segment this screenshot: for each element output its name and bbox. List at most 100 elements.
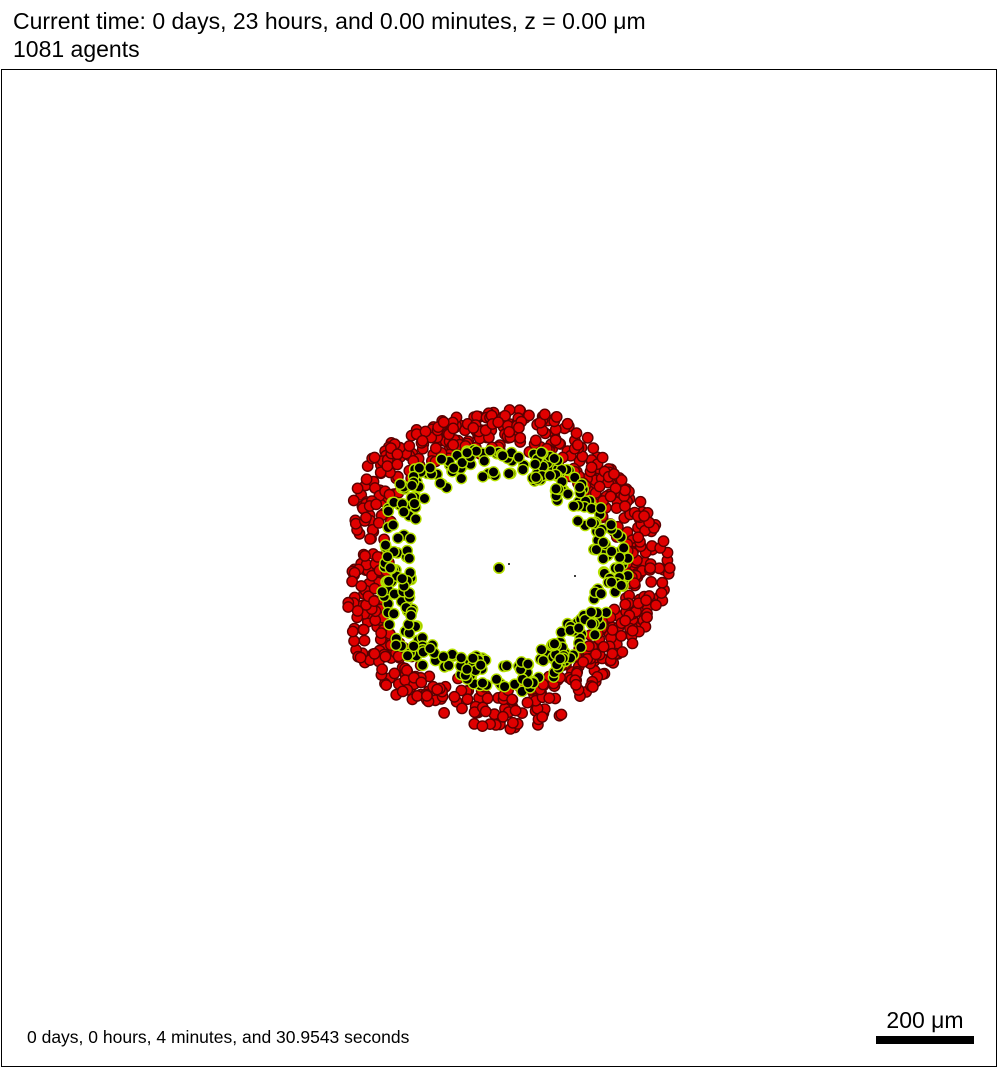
outer-cell [438,707,450,719]
outer-cell [581,431,594,444]
inner-cell [409,513,422,525]
inner-cell [529,458,541,471]
inner-cell [585,516,598,529]
inner-cell [500,659,513,672]
outer-cell [640,594,652,607]
inner-cell [478,455,491,467]
outer-cell [415,676,428,689]
outer-cell [604,490,617,503]
inner-cell [571,515,584,527]
inner-cell [544,469,556,482]
outer-cell [570,427,583,440]
inner-cell [387,519,399,531]
inner-cell [512,451,525,464]
outer-cell [509,704,522,717]
outer-cell [521,696,534,709]
inner-cell [487,466,500,478]
outer-cell [447,422,460,435]
outer-cell [372,516,385,529]
outer-cell [506,693,518,706]
center-cell-group [492,486,576,577]
outer-cell [615,630,628,642]
inner-cell [594,501,607,514]
outer-cell [538,408,551,421]
outer-cell [615,474,628,486]
outer-cell [348,635,360,647]
outer-cell [513,421,525,434]
inner-cell [567,500,580,512]
outer-cell [388,667,401,680]
inner-cell [394,478,407,490]
inner-cell [408,497,421,510]
outer-cell [357,623,370,636]
inner-cell [597,552,610,565]
inner-cell [568,471,581,484]
inner-cell [406,479,418,492]
agent-count-label: 1081 agents [13,36,140,62]
outer-cell [506,716,519,729]
agent-plot [342,404,676,735]
outer-cell [456,702,468,715]
outer-cell [379,650,392,663]
outer-cell [641,611,653,624]
outer-cell [481,692,494,705]
outer-cell [619,614,632,627]
outer-cell [391,458,404,471]
inner-cell [530,471,542,484]
inner-cell [562,488,574,500]
outer-cell [663,562,676,574]
outer-cell [416,434,429,447]
outer-cell [448,690,461,703]
inner-cell [437,650,450,663]
inner-cell [548,452,561,465]
outer-cell [632,531,645,544]
inner-cell [498,680,511,693]
inner-cell [424,642,436,655]
outer-cell [403,440,416,452]
inner-cell [442,659,455,672]
outer-cell [585,461,598,474]
outer-cell [396,685,409,698]
inner-cell [476,470,489,483]
outer-cell [346,575,358,588]
outer-cell [644,562,657,574]
outer-cell [529,434,542,447]
debris-dot [554,486,556,488]
outer-cell [368,647,381,660]
outer-cell [479,705,492,718]
outer-cell [597,640,610,653]
inner-cell [484,444,496,457]
scale-bar-label: 200 μm [886,1007,964,1033]
outer-cell [586,681,599,693]
outer-cell [570,678,582,691]
inner-cell [490,673,503,686]
outer-cell [590,648,602,661]
outer-cell [550,410,563,423]
inner-cell [455,472,468,485]
inner-cell [585,618,598,630]
inner-cell [401,649,414,662]
outer-cell [628,577,641,590]
inner-cell [383,618,396,631]
outer-cell [555,708,568,721]
inner-cell [447,462,460,474]
outer-cell [431,683,444,696]
outer-cell [650,599,662,612]
outer-cell [492,416,505,429]
outer-cell [346,625,359,638]
inner-cell [537,654,550,667]
outer-cell [364,532,376,545]
inner-cell [382,575,395,588]
outer-cell [657,535,670,548]
scale-bar: 200 μm [876,1008,974,1044]
simulation-viewport[interactable]: 0 days, 0 hours, 4 minutes, and 30.9543 … [1,69,997,1067]
scale-bar-line [876,1036,974,1044]
outer-cell [461,693,474,706]
outer-cell [381,460,394,472]
outer-cell [351,605,364,617]
inner-cell [382,505,395,518]
inner-cell [434,477,447,490]
outer-cell [347,494,360,507]
inner-cell [381,550,394,563]
inner-cell [387,607,400,620]
